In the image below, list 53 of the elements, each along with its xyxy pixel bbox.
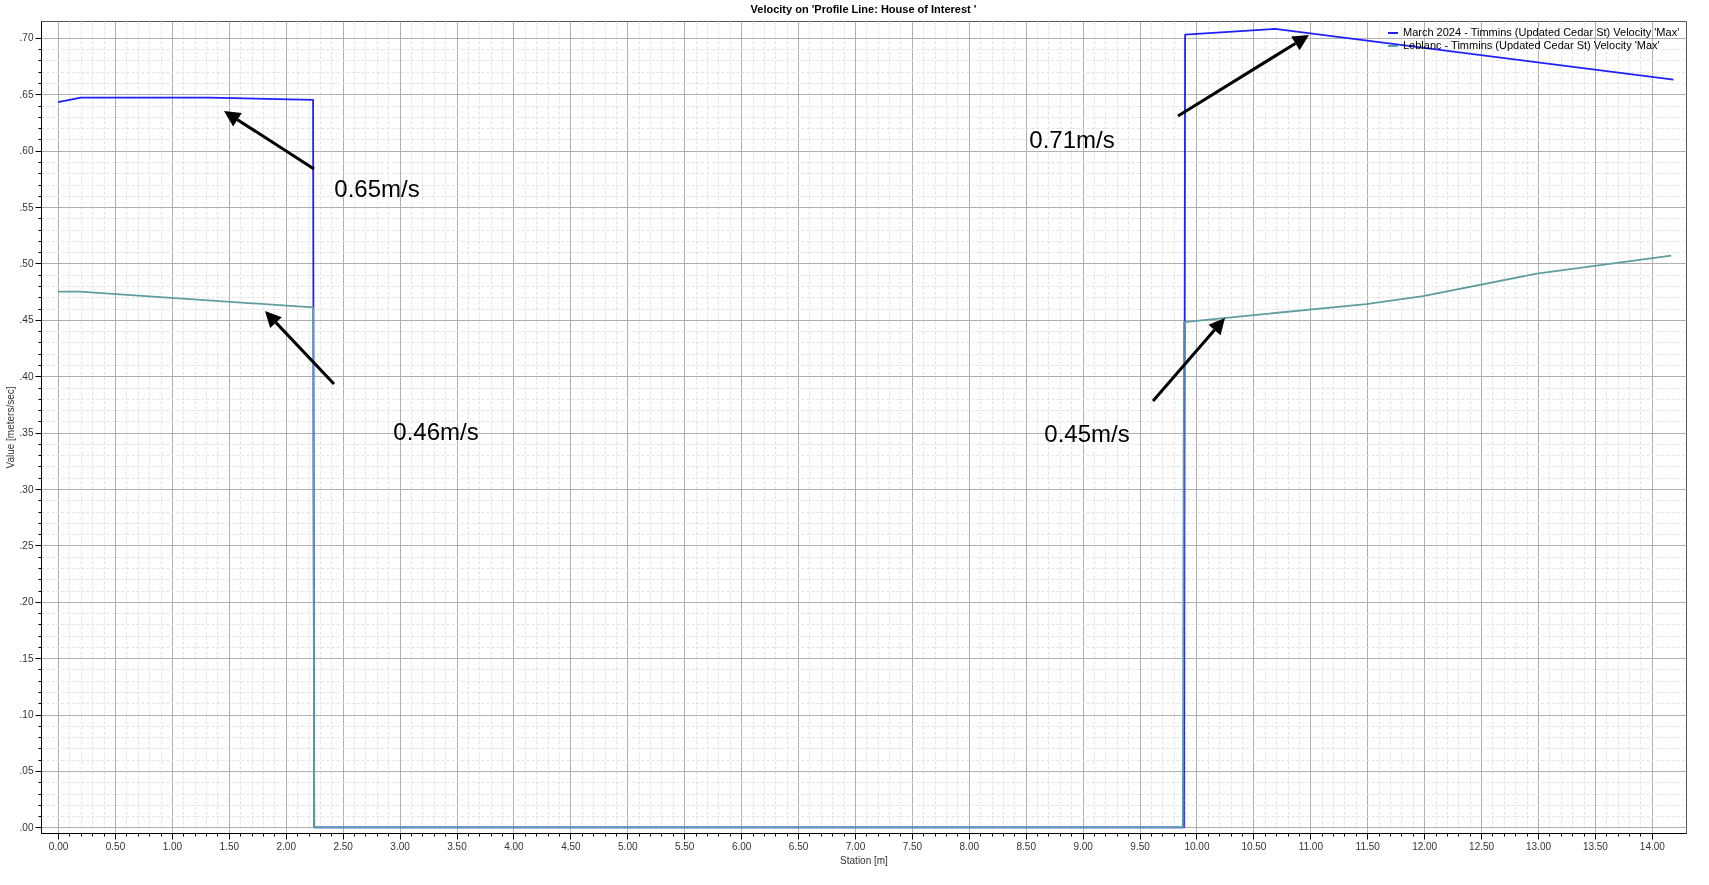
x-tick-label: 8.00 — [959, 840, 980, 852]
x-tick-label: 9.00 — [1073, 840, 1094, 852]
x-tick-label: 13.00 — [1525, 840, 1552, 852]
x-tick-label: 0.00 — [48, 840, 69, 852]
x-tick-label: 1.50 — [219, 840, 240, 852]
x-tick-label: 13.50 — [1582, 840, 1609, 852]
x-tick-label: 10.50 — [1241, 840, 1267, 852]
annotation: 0.46m/s — [393, 418, 479, 446]
x-tick-label: 2.50 — [333, 840, 354, 852]
y-tick-label: .20 — [19, 596, 34, 608]
annotation: 0.65m/s — [334, 175, 420, 203]
annotation: 0.71m/s — [1029, 126, 1115, 154]
x-tick-label: 4.00 — [504, 840, 525, 852]
x-tick-label: 10.00 — [1184, 840, 1210, 852]
x-tick-label: 12.00 — [1412, 840, 1438, 852]
x-tick-label: 4.50 — [561, 840, 582, 852]
annotation: 0.45m/s — [1044, 420, 1130, 448]
x-tick-label: 11.00 — [1298, 840, 1324, 852]
x-tick-label: 8.50 — [1016, 840, 1037, 852]
x-tick-label: 6.50 — [788, 840, 809, 852]
y-tick-label: .45 — [19, 314, 34, 326]
x-tick-label: 7.00 — [845, 840, 866, 852]
y-axis-title: Value [meters/sec] — [4, 386, 16, 469]
x-tick-label: 1.00 — [162, 840, 183, 852]
x-tick-label: 3.00 — [390, 840, 411, 852]
y-tick-label: .50 — [19, 257, 34, 269]
y-tick-label: .25 — [19, 539, 34, 551]
y-tick-label: .10 — [19, 709, 34, 721]
x-tick-label: 5.00 — [618, 840, 638, 852]
y-tick-label: .55 — [19, 201, 34, 213]
line-series — [57, 254, 1673, 829]
x-tick-label: 2.00 — [276, 840, 297, 852]
x-tick-label: 11.50 — [1355, 840, 1381, 852]
x-tick-label: 5.50 — [674, 840, 695, 852]
x-tick-label: 9.50 — [1130, 840, 1151, 852]
y-tick-label: .15 — [19, 652, 34, 664]
y-tick-label: .70 — [19, 32, 34, 44]
y-tick-label: .40 — [19, 370, 34, 382]
legend-label: March 2024 - Timmins (Updated Cedar St) Velocity 'Max' — [1403, 26, 1680, 38]
y-tick-label: .30 — [19, 483, 34, 495]
x-tick-label: 0.50 — [105, 840, 126, 852]
chart-title: Velocity on 'Profile Line: House of Interest ' — [750, 3, 977, 15]
y-tick-label: .00 — [19, 821, 34, 833]
x-tick-label: 7.50 — [902, 840, 923, 852]
y-tick-label: .60 — [19, 145, 34, 157]
x-axis-title: Station [m] — [840, 854, 889, 866]
x-tick-label: 6.00 — [731, 840, 752, 852]
x-tick-label: 14.00 — [1639, 840, 1666, 852]
x-tick-label: 3.50 — [447, 840, 468, 852]
y-tick-label: .05 — [19, 765, 34, 777]
y-tick-label: .35 — [19, 427, 34, 439]
y-tick-label: .65 — [19, 88, 34, 100]
x-tick-label: 12.50 — [1469, 840, 1495, 852]
